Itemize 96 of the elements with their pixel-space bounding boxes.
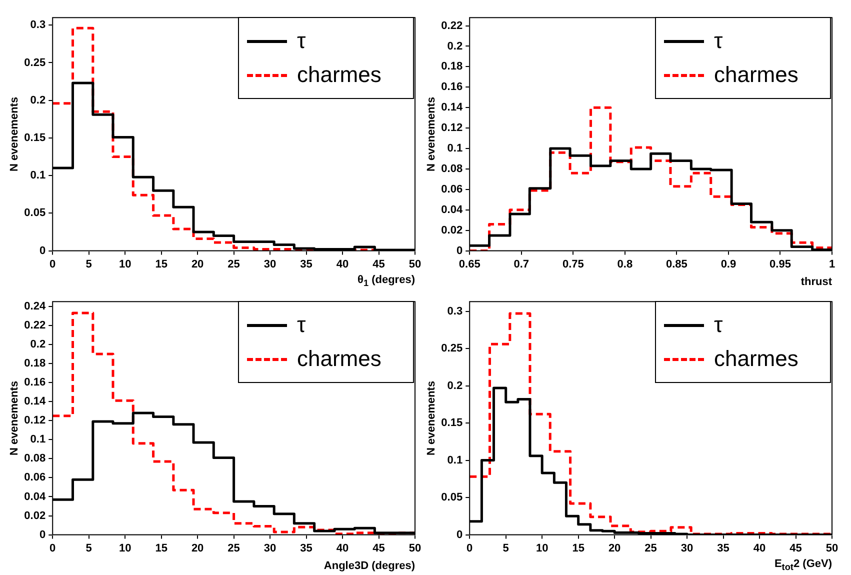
- x-tick-label: 15: [572, 542, 584, 554]
- y-tick-label: 0.2: [447, 40, 463, 52]
- legend-label: charmes: [714, 62, 798, 88]
- x-tick-label: 25: [644, 542, 657, 554]
- x-tick-label: 35: [300, 542, 312, 554]
- y-tick-label: 0.2: [30, 94, 46, 106]
- legend-label: charmes: [297, 346, 382, 372]
- x-tick-label: 45: [790, 542, 802, 554]
- x-tick-label: 30: [264, 258, 276, 270]
- x-tick-label: 50: [408, 258, 422, 270]
- x-tick-label: 40: [336, 258, 349, 270]
- y-tick-label: 0.1: [30, 434, 46, 446]
- x-tick-label: 40: [336, 542, 349, 554]
- y-tick-label: 0: [39, 528, 46, 541]
- y-tick-label: 0.16: [24, 376, 46, 389]
- x-tick-label: 10: [118, 258, 132, 270]
- y-tick-label: 0.25: [441, 342, 463, 355]
- y-tick-label: 0.15: [24, 132, 46, 144]
- y-tick-label: 0.12: [24, 414, 46, 427]
- y-tick-label: 0: [39, 244, 46, 257]
- y-tick-label: 0.1: [447, 142, 463, 155]
- y-tick-label: 0.04: [24, 490, 46, 503]
- x-tick-label: 20: [608, 542, 621, 554]
- x-tick-label: 25: [228, 258, 240, 270]
- y-tick-label: 0.08: [441, 163, 463, 176]
- legend-label: τ: [714, 28, 723, 54]
- x-tick-label: 0: [466, 542, 473, 554]
- y-tick-label: 0.25: [24, 56, 46, 69]
- x-axis-title: thrust: [800, 276, 832, 288]
- x-tick-label: 0.95: [770, 258, 791, 270]
- y-tick-label: 0.02: [24, 510, 46, 522]
- y-tick-label: 0.2: [447, 380, 463, 392]
- x-axis-title: θ$_{1}$ (degres): [357, 274, 415, 288]
- x-tick-label: 0: [50, 542, 56, 554]
- legend-label: charmes: [297, 62, 382, 88]
- y-tick-label: 0.05: [24, 207, 46, 220]
- y-axis-title: N evenements: [426, 96, 438, 172]
- y-tick-label: 0.08: [24, 452, 46, 465]
- y-tick-label: 0: [456, 244, 463, 257]
- y-tick-label: 0.22: [441, 20, 463, 32]
- x-tick-label: 40: [753, 542, 766, 554]
- y-tick-label: 0.06: [441, 183, 463, 196]
- y-tick-label: 0.3: [30, 19, 46, 32]
- x-tick-label: 45: [372, 542, 385, 554]
- x-tick-label: 0: [50, 258, 56, 270]
- x-tick-label: 15: [155, 258, 168, 270]
- x-tick-label: 25: [228, 542, 240, 554]
- x-tick-label: 45: [372, 258, 385, 270]
- x-axis-title: Angle3D (degres): [324, 560, 415, 572]
- x-axis-title: E$_{tot}$2 (GeV): [774, 558, 832, 572]
- y-tick-label: 0.04: [441, 204, 464, 216]
- x-tick-label: 35: [300, 258, 312, 270]
- x-tick-label: 35: [717, 542, 730, 554]
- x-tick-label: 15: [155, 542, 168, 554]
- x-tick-label: 5: [502, 542, 509, 554]
- y-axis-title: N evenements: [8, 380, 21, 456]
- y-tick-label: 0.22: [24, 319, 46, 332]
- y-tick-label: 0.14: [441, 102, 464, 114]
- y-tick-label: 0.14: [24, 396, 46, 408]
- x-tick-label: 20: [191, 258, 204, 270]
- y-tick-label: 0.24: [24, 300, 46, 312]
- y-tick-label: 0.1: [447, 454, 463, 466]
- y-tick-label: 0.06: [24, 472, 46, 484]
- x-tick-label: 0.9: [720, 258, 736, 270]
- x-tick-label: 0.75: [562, 258, 584, 270]
- x-tick-label: 10: [536, 542, 548, 554]
- y-tick-label: 0.18: [24, 358, 46, 370]
- x-tick-label: 0.85: [666, 258, 688, 270]
- y-tick-label: 0.02: [441, 224, 463, 236]
- y-axis-title: N evenements: [8, 96, 21, 172]
- x-tick-label: 30: [680, 542, 694, 554]
- x-tick-label: 50: [826, 542, 838, 554]
- x-tick-label: 5: [86, 258, 92, 270]
- x-tick-label: 20: [191, 542, 204, 554]
- legend-label: charmes: [714, 346, 798, 372]
- x-tick-label: 0.8: [617, 258, 633, 270]
- x-tick-label: 10: [118, 542, 132, 554]
- y-tick-label: 0.18: [441, 60, 463, 73]
- legend-label: τ: [714, 312, 723, 338]
- x-tick-label: 0.65: [458, 258, 480, 270]
- y-tick-label: 0.1: [30, 170, 46, 182]
- x-tick-label: 0.7: [514, 258, 530, 270]
- y-tick-label: 0.15: [441, 417, 463, 430]
- y-tick-label: 0: [456, 528, 463, 541]
- legend-label: τ: [297, 28, 306, 54]
- x-tick-label: 1: [828, 258, 836, 270]
- x-tick-label: 30: [264, 542, 276, 554]
- x-tick-label: 50: [408, 542, 422, 554]
- y-tick-label: 0.12: [441, 122, 463, 134]
- y-tick-label: 0.3: [447, 305, 463, 318]
- y-tick-label: 0.05: [441, 492, 463, 504]
- x-tick-label: 5: [86, 542, 92, 554]
- y-tick-label: 0.16: [441, 81, 463, 94]
- y-tick-label: 0.2: [30, 338, 46, 350]
- y-axis-title: N evenements: [426, 380, 438, 456]
- legend-label: τ: [297, 312, 306, 338]
